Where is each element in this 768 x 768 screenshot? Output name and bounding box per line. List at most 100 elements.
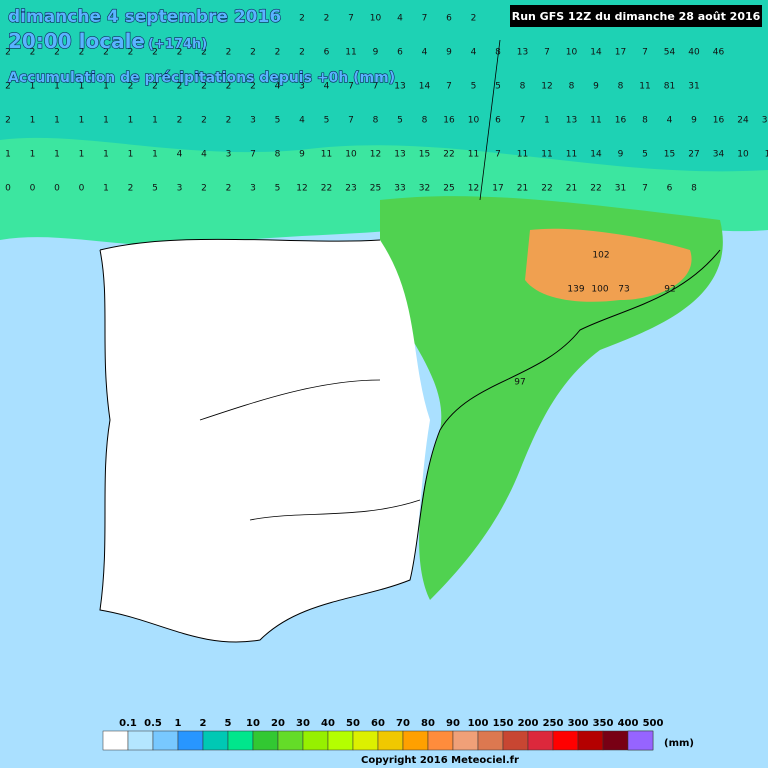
map-value: 22	[443, 150, 454, 160]
map-value: 5	[275, 184, 281, 194]
legend-swatch	[552, 730, 579, 751]
map-value: 31	[688, 82, 699, 92]
legend-swatch	[527, 730, 554, 751]
map-value: 14	[419, 82, 431, 92]
map-value: 11	[639, 82, 650, 92]
legend-label: 150	[493, 718, 514, 729]
legend-swatch	[202, 730, 229, 751]
legend-swatch	[252, 730, 279, 751]
map-value: 8	[618, 82, 624, 92]
map-value: 3	[299, 82, 305, 92]
map-value: 2	[177, 82, 183, 92]
run-label: Run GFS 12Z du dimanche 28 août 2016	[512, 10, 761, 23]
map-value: 7	[495, 150, 501, 160]
map-value: 15	[419, 150, 430, 160]
legend-swatch	[152, 730, 179, 751]
map-value-heavy: 97	[514, 378, 525, 388]
map-value-heavy: 73	[618, 285, 629, 295]
map-value: 10	[345, 150, 357, 160]
map-value: 1	[79, 82, 85, 92]
map-value-heavy: 102	[592, 251, 609, 261]
legend-label: 350	[593, 718, 614, 729]
map-value: 35	[762, 116, 768, 126]
map-values: 2 2 2 7 10 4 7 6 22 2 2 2 2 2 2 2 2 2 2 2 2 6 11 9 6 4 9 4 8 13 7 10 14 1…	[5, 14, 768, 388]
map-value: 1	[79, 150, 85, 160]
map-value: 22	[321, 184, 332, 194]
map-value: 2	[177, 116, 183, 126]
map-value: 4	[397, 14, 403, 24]
map-value: 33	[394, 184, 405, 194]
map-value: 7	[422, 14, 428, 24]
map-value: 7	[520, 116, 526, 126]
map-value: 1	[544, 116, 550, 126]
map-value: 22	[590, 184, 601, 194]
map-value: 2	[54, 48, 60, 58]
time: 20:00 locale	[8, 29, 145, 53]
map-value: 2	[324, 14, 330, 24]
map-value: 1	[30, 150, 36, 160]
map-value: 8	[373, 116, 379, 126]
map-value: 11	[590, 116, 601, 126]
map-value: 3	[250, 116, 256, 126]
map-value: 9	[593, 82, 599, 92]
map-value: 13	[394, 150, 405, 160]
map-value: 6	[324, 48, 330, 58]
map-value: 5	[275, 116, 281, 126]
legend-swatch	[102, 730, 129, 751]
map-value: 23	[345, 184, 356, 194]
map-value: 10	[566, 48, 578, 58]
lead: (+174h)	[148, 37, 207, 52]
map-value: 2	[226, 48, 232, 58]
map-value: 13	[394, 82, 405, 92]
run-box	[510, 5, 762, 27]
legend-swatch	[177, 730, 204, 751]
map-value: 4	[275, 82, 281, 92]
legend-label: 30	[296, 718, 310, 729]
legend-swatch	[602, 730, 629, 751]
map-value: 2	[471, 14, 477, 24]
map-value: 1	[54, 150, 60, 160]
map-value: 16	[713, 116, 725, 126]
map-value: 8	[275, 150, 281, 160]
legend-label: 2	[200, 718, 207, 729]
map-value: 21	[566, 184, 577, 194]
map-value: 8	[495, 48, 501, 58]
map-value: 2	[201, 116, 207, 126]
map-value: 31	[615, 184, 626, 194]
rain-core	[525, 228, 692, 302]
map-value: 12	[296, 184, 307, 194]
legend-label: 200	[518, 718, 539, 729]
map-value: 1	[103, 184, 109, 194]
map-value: 4	[422, 48, 428, 58]
map-value: 7	[348, 14, 354, 24]
map-value: 1	[103, 150, 109, 160]
legend-swatch	[477, 730, 504, 751]
map-value: 4	[299, 116, 305, 126]
map-value: 14	[590, 48, 602, 58]
map-value: 2	[250, 82, 256, 92]
map-value: 2	[128, 48, 134, 58]
map-value: 0	[79, 184, 85, 194]
coastline	[99, 238, 721, 643]
map-value: 2	[103, 48, 109, 58]
map-value: 6	[495, 116, 501, 126]
map-value: 17	[492, 184, 503, 194]
map-value: 12	[370, 150, 381, 160]
map-value: 7	[348, 116, 354, 126]
map-value: 2	[201, 82, 207, 92]
map-value: 12	[468, 184, 479, 194]
legend-swatch	[577, 730, 604, 751]
map-value: 2	[299, 48, 305, 58]
map-value: 25	[443, 184, 454, 194]
map-value: 1	[30, 116, 36, 126]
map-value: 6	[397, 48, 403, 58]
map-value: 1	[5, 150, 11, 160]
map-value: 2	[201, 48, 207, 58]
legend-label: 20	[271, 718, 285, 729]
map-value: 2	[226, 116, 232, 126]
legend-swatch	[627, 730, 654, 751]
map-value: 12	[541, 82, 552, 92]
map-value: 1	[128, 150, 134, 160]
legend-label: 250	[543, 718, 564, 729]
map-value-heavy: 139	[567, 285, 584, 295]
